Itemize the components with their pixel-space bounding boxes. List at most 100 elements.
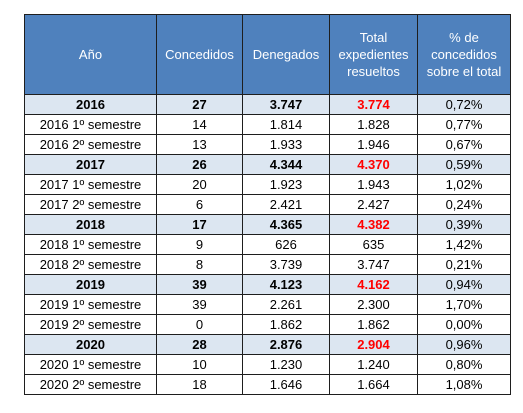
cell-year: 2017: [24, 154, 157, 175]
cell-year: 2018 1º semestre: [24, 234, 157, 255]
cell-granted: 14: [156, 114, 243, 135]
cell-total: 4.162: [329, 274, 418, 295]
cell-denied: 4.344: [242, 154, 330, 175]
table-row-semester: 2016 1º semestre 14 1.814 1.828 0,77%: [24, 114, 511, 135]
table-row-semester: 2019 1º semestre 39 2.261 2.300 1,70%: [24, 294, 511, 315]
cell-granted: 26: [156, 154, 243, 175]
header-total-line-1: Total: [359, 30, 388, 45]
table-row-semester: 2020 1º semestre 10 1.230 1.240 0,80%: [24, 354, 511, 375]
cell-percent: 0,94%: [417, 274, 511, 295]
cell-total: 1.240: [329, 354, 418, 375]
cell-percent: 0,21%: [417, 254, 511, 275]
cell-year: 2019: [24, 274, 157, 295]
cell-total: 1.946: [329, 134, 418, 155]
cell-year: 2016 2º semestre: [24, 134, 157, 155]
header-year: Año: [24, 14, 157, 95]
cell-granted: 39: [156, 274, 243, 295]
cell-year: 2020: [24, 334, 157, 355]
cell-percent: 0,67%: [417, 134, 511, 155]
header-percent: % de concedidos sobre el total: [417, 14, 511, 95]
table-row-semester: 2017 1º semestre 20 1.923 1.943 1,02%: [24, 174, 511, 195]
cell-year: 2017 2º semestre: [24, 194, 157, 215]
table-row-year: 2019 39 4.123 4.162 0,94%: [24, 274, 511, 295]
header-percent-line-1: % de: [449, 30, 479, 45]
header-total-line-2: expedientes: [338, 47, 409, 62]
table-row-semester: 2016 2º semestre 13 1.933 1.946 0,67%: [24, 134, 511, 155]
cell-denied: 4.365: [242, 214, 330, 235]
header-total-line-3: resueltos: [347, 64, 400, 79]
cell-percent: 0,00%: [417, 314, 511, 335]
table-row-semester: 2019 2º semestre 0 1.862 1.862 0,00%: [24, 314, 511, 335]
cell-denied: 3.747: [242, 94, 330, 115]
cell-denied: 4.123: [242, 274, 330, 295]
table-row-year: 2020 28 2.876 2.904 0,96%: [24, 334, 511, 355]
cell-percent: 1,08%: [417, 374, 511, 395]
cell-granted: 13: [156, 134, 243, 155]
cell-percent: 1,70%: [417, 294, 511, 315]
cell-denied: 1.646: [242, 374, 330, 395]
cell-granted: 18: [156, 374, 243, 395]
table-row-semester: 2020 2º semestre 18 1.646 1.664 1,08%: [24, 374, 511, 395]
cell-year: 2019 1º semestre: [24, 294, 157, 315]
cell-total: 3.774: [329, 94, 418, 115]
cell-year: 2020 1º semestre: [24, 354, 157, 375]
table-row-semester: 2017 2º semestre 6 2.421 2.427 0,24%: [24, 194, 511, 215]
cell-total: 635: [329, 234, 418, 255]
cell-percent: 0,96%: [417, 334, 511, 355]
cell-granted: 8: [156, 254, 243, 275]
header-total: Total expedientes resueltos: [329, 14, 418, 95]
cell-granted: 17: [156, 214, 243, 235]
cell-denied: 1.862: [242, 314, 330, 335]
cell-granted: 28: [156, 334, 243, 355]
cell-percent: 0,24%: [417, 194, 511, 215]
cell-year: 2020 2º semestre: [24, 374, 157, 395]
header-percent-line-3: sobre el total: [426, 64, 502, 79]
cell-total: 1.664: [329, 374, 418, 395]
cell-granted: 27: [156, 94, 243, 115]
cell-year: 2016 1º semestre: [24, 114, 157, 135]
cell-total: 1.862: [329, 314, 418, 335]
table-body: 2016 27 3.747 3.774 0,72% 2016 1º semest…: [24, 94, 511, 395]
cell-granted: 39: [156, 294, 243, 315]
cell-percent: 1,02%: [417, 174, 511, 195]
cell-denied: 1.923: [242, 174, 330, 195]
cell-granted: 6: [156, 194, 243, 215]
cell-total: 2.904: [329, 334, 418, 355]
cell-granted: 9: [156, 234, 243, 255]
header-percent-line-2: concedidos: [431, 47, 497, 62]
cell-year: 2017 1º semestre: [24, 174, 157, 195]
cell-percent: 0,77%: [417, 114, 511, 135]
table-row-year: 2016 27 3.747 3.774 0,72%: [24, 94, 511, 115]
cell-denied: 1.933: [242, 134, 330, 155]
cell-denied: 626: [242, 234, 330, 255]
cell-total: 1.943: [329, 174, 418, 195]
cell-percent: 0,72%: [417, 94, 511, 115]
resolutions-table: Año Concedidos Denegados Total expedient…: [24, 14, 511, 395]
cell-year: 2018 2º semestre: [24, 254, 157, 275]
cell-total: 2.300: [329, 294, 418, 315]
cell-total: 4.382: [329, 214, 418, 235]
table-row-semester: 2018 2º semestre 8 3.739 3.747 0,21%: [24, 254, 511, 275]
cell-granted: 0: [156, 314, 243, 335]
cell-total: 4.370: [329, 154, 418, 175]
table-row-year: 2017 26 4.344 4.370 0,59%: [24, 154, 511, 175]
cell-denied: 1.230: [242, 354, 330, 375]
header-denied: Denegados: [242, 14, 330, 95]
cell-total: 3.747: [329, 254, 418, 275]
cell-denied: 2.876: [242, 334, 330, 355]
table-header-row: Año Concedidos Denegados Total expedient…: [24, 14, 511, 95]
cell-denied: 1.814: [242, 114, 330, 135]
cell-denied: 3.739: [242, 254, 330, 275]
cell-percent: 0,80%: [417, 354, 511, 375]
cell-total: 2.427: [329, 194, 418, 215]
cell-year: 2016: [24, 94, 157, 115]
cell-denied: 2.421: [242, 194, 330, 215]
cell-year: 2019 2º semestre: [24, 314, 157, 335]
cell-granted: 20: [156, 174, 243, 195]
cell-percent: 0,39%: [417, 214, 511, 235]
cell-percent: 0,59%: [417, 154, 511, 175]
table-row-semester: 2018 1º semestre 9 626 635 1,42%: [24, 234, 511, 255]
cell-granted: 10: [156, 354, 243, 375]
cell-year: 2018: [24, 214, 157, 235]
cell-denied: 2.261: [242, 294, 330, 315]
